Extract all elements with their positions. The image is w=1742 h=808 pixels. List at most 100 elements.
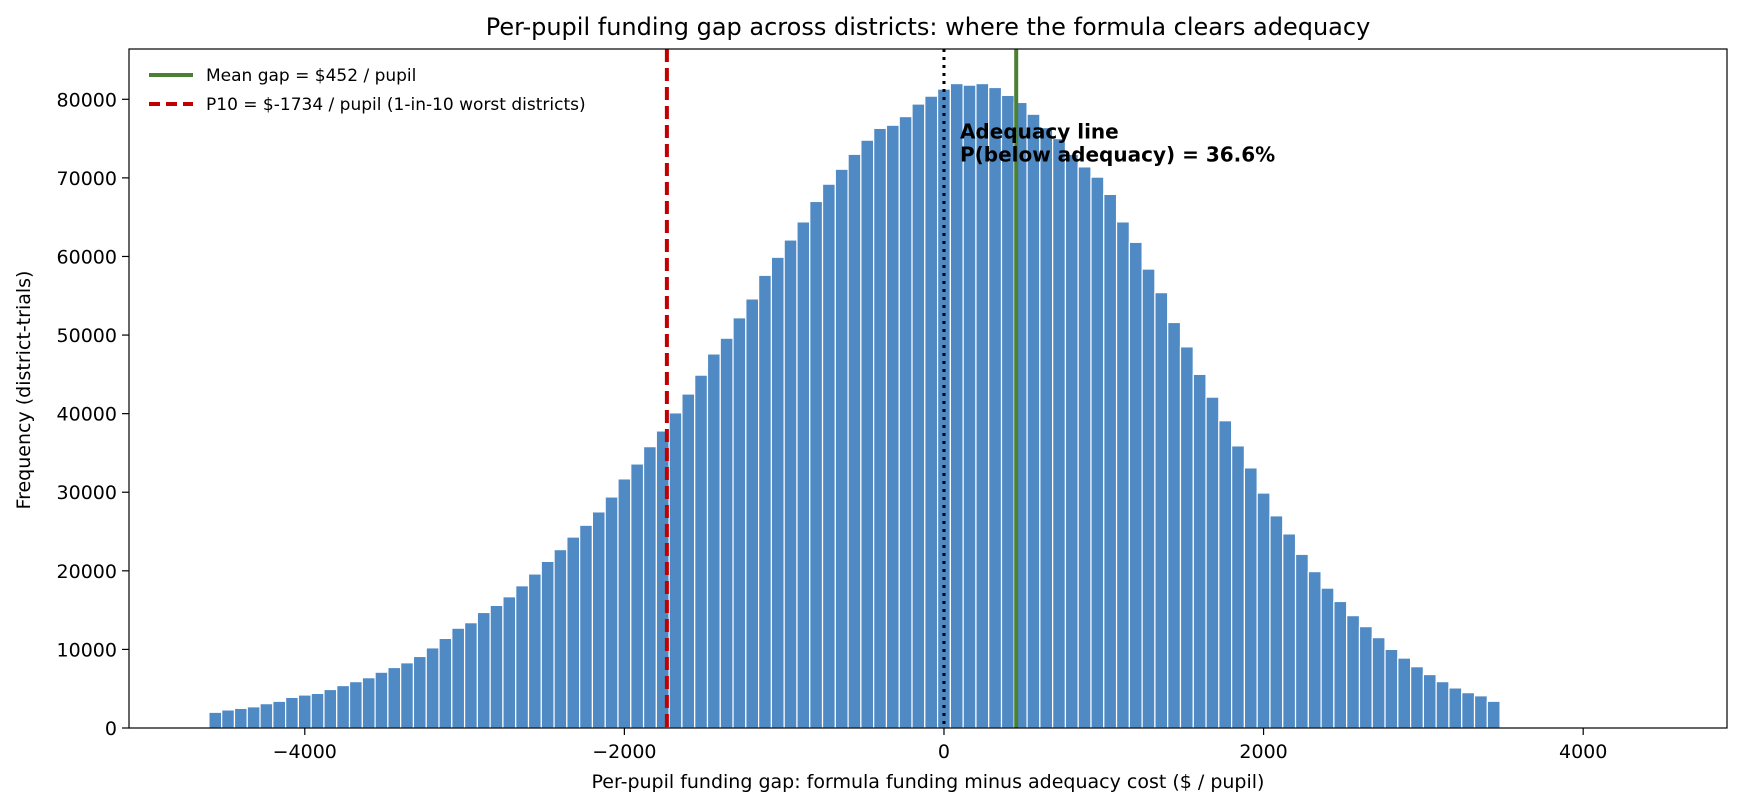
- histogram-bar: [1231, 445, 1245, 729]
- chart-title: Per-pupil funding gap across districts: …: [486, 13, 1371, 41]
- histogram-bar: [1243, 467, 1258, 729]
- histogram-bar: [1282, 533, 1297, 729]
- histogram-bar: [463, 622, 478, 729]
- histogram-bar: [400, 662, 415, 729]
- plot-frame: [128, 48, 1728, 729]
- histogram-bar: [706, 353, 721, 729]
- histogram-bar: [1154, 292, 1169, 729]
- histogram-bar: [809, 200, 824, 729]
- histogram-bar: [553, 549, 568, 729]
- y-tick-label: 20000: [57, 561, 117, 583]
- histogram-bar: [566, 536, 581, 729]
- histogram-bar: [412, 655, 427, 729]
- y-tick-label: 0: [105, 718, 117, 740]
- histogram-bar: [681, 393, 696, 729]
- y-axis-ticks: 0 10000 20000 30000 40000 50000 60000 70000 8000…: [57, 89, 129, 740]
- histogram-bar: [310, 692, 325, 729]
- histogram-bar: [451, 627, 466, 729]
- histogram-bar: [783, 239, 798, 729]
- histogram-bar: [962, 84, 977, 729]
- histogram-bar: [1052, 137, 1067, 729]
- y-axis-title: Frequency (district-trials): [13, 271, 35, 510]
- histogram-bar: [668, 412, 683, 729]
- histogram-bar: [579, 524, 594, 729]
- histogram-bar: [348, 681, 363, 729]
- x-tick-label: −2000: [592, 741, 656, 763]
- histogram-bar: [821, 183, 836, 729]
- histogram-bar: [246, 706, 261, 729]
- histogram-bar: [1307, 571, 1322, 729]
- x-axis-ticks: −4000 −2000 0 2000 4000: [273, 728, 1607, 763]
- x-tick-label: 4000: [1559, 741, 1607, 763]
- histogram-bar: [1269, 515, 1284, 729]
- histogram-bar: [745, 298, 760, 729]
- histogram-bar: [796, 221, 811, 729]
- histogram-bar: [642, 446, 657, 729]
- histogram-bar: [374, 671, 389, 729]
- histogram-bar: [885, 124, 900, 729]
- histogram-bar: [1422, 673, 1437, 729]
- legend: Mean gap = $452 / pupil P10 = $-1734 / p…: [149, 66, 586, 115]
- histogram-bar: [1320, 587, 1335, 729]
- x-tick-label: −4000: [273, 741, 337, 763]
- histogram-bar: [604, 496, 619, 729]
- histogram-bar: [515, 585, 530, 729]
- histogram-bar: [719, 337, 734, 729]
- y-tick-label: 10000: [57, 639, 117, 661]
- histogram-bar: [1141, 268, 1156, 729]
- histogram-bar: [770, 256, 785, 729]
- reference-lines: [664, 49, 1019, 728]
- histogram-bar: [1256, 492, 1271, 729]
- histogram-bar: [1294, 553, 1309, 729]
- y-tick-label: 30000: [57, 482, 117, 504]
- histogram-bar: [988, 86, 1003, 729]
- y-tick-label: 80000: [57, 89, 117, 111]
- histogram-bar: [975, 82, 990, 729]
- histogram-bar: [323, 688, 338, 729]
- histogram-bar: [502, 596, 517, 729]
- y-tick-label: 70000: [57, 168, 117, 190]
- histogram-bar: [949, 82, 964, 729]
- x-tick-label: 2000: [1239, 741, 1287, 763]
- histogram-bar: [1090, 176, 1105, 729]
- histogram-bar: [630, 463, 645, 729]
- x-axis-title: Per-pupil funding gap: formula funding m…: [592, 771, 1265, 793]
- x-tick-label: 0: [938, 741, 950, 763]
- histogram-bar: [221, 709, 236, 729]
- histogram-bar: [527, 573, 542, 729]
- histogram-bar: [732, 317, 747, 729]
- y-tick-label: 40000: [57, 404, 117, 426]
- histogram-bar: [208, 711, 223, 729]
- histogram-bar: [1205, 396, 1220, 729]
- histogram-bar: [1000, 94, 1015, 729]
- histogram-bar: [1371, 637, 1386, 729]
- annotation-line-2: P(below adequacy) = 36.6%: [960, 143, 1275, 167]
- histogram-bar: [1167, 321, 1182, 729]
- histogram-bar: [1384, 648, 1399, 729]
- histogram-bar: [1358, 626, 1373, 729]
- histogram-bar: [336, 684, 351, 729]
- histogram-bar: [1192, 373, 1207, 729]
- histogram-bar: [476, 611, 491, 729]
- histogram-bar: [1448, 687, 1463, 729]
- histogram-bar: [489, 604, 504, 729]
- y-tick-label: 60000: [57, 246, 117, 268]
- histogram-bar: [1218, 420, 1233, 729]
- histogram-bar: [1064, 153, 1079, 729]
- histogram-bar: [591, 511, 606, 729]
- histogram-bar: [1486, 700, 1501, 729]
- histogram-bar: [297, 694, 312, 729]
- histogram-bar: [1128, 241, 1143, 729]
- histogram-bar: [361, 677, 376, 729]
- legend-label-mean: Mean gap = $452 / pupil: [206, 66, 416, 86]
- histogram-bar: [272, 700, 287, 729]
- histogram-bar: [540, 560, 555, 729]
- histogram-bar: [898, 115, 913, 729]
- annotation-line-1: Adequacy line: [960, 120, 1119, 144]
- histogram-bar: [387, 666, 402, 729]
- histogram-bar: [1409, 666, 1424, 729]
- histogram-bar: [233, 707, 248, 729]
- histogram-bar: [1397, 657, 1412, 729]
- histogram-bar: [873, 127, 888, 729]
